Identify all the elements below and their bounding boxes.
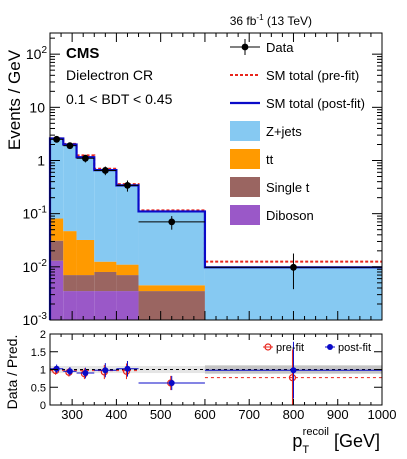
ratio-y-tick-label: 0.5 [31,382,46,394]
x-tick-label: 800 [283,407,305,422]
lumi-label: 36 fb-1 (13 TeV) [230,13,312,28]
bar-diboson [116,291,139,320]
data-point [168,218,176,226]
legend-swatch [230,205,260,225]
bar-tt [76,239,95,276]
data-point [124,182,131,189]
bdt-label: 0.1 < BDT < 0.45 [66,91,173,107]
y-tick-label: 10-3 [23,311,48,328]
legend-marker [241,43,249,51]
x-tick-label: 1000 [368,407,397,422]
ratio-postfit-point [82,370,89,377]
bar-single-t [63,275,77,292]
bar-z-jets [63,145,77,232]
y-tick-label: 10-1 [23,205,48,222]
top-panel: 10-3 10-2 10-1 1 10 102 Data SM total (pre-fit)… [23,32,383,328]
legend-sm-total-pre-fit: SM total (pre-fit) [266,68,359,83]
legend-diboson: Diboson [266,208,314,223]
data-point [101,167,109,174]
bar-tt [94,261,117,272]
legend-swatch [230,177,260,197]
x-tick-label: 500 [150,407,172,422]
y-tick-label: 1 [37,152,45,168]
legend-swatch [230,149,260,169]
bar-single-t [50,240,64,261]
data-point [82,154,89,162]
data-point [53,135,61,143]
legend-single-t: Single t [266,180,310,195]
y-axis-title: Events / GeV [5,49,24,150]
legend-swatch [230,121,260,141]
bar-z-jets [76,157,95,240]
x-axis-title: pTrecoil [GeV] [292,426,380,456]
bar-z-jets [50,139,64,219]
x-tick-label: 700 [238,407,260,422]
ratio-y-tick-label: 0 [40,400,46,412]
ratio-postfit-point [66,368,73,375]
bar-single-t [76,275,95,292]
ratio-panel: 0 0.5 1 1.5 2 300 400 500 600 700 800 900 1000 pre-fi… [31,329,397,422]
bar-tt [138,285,205,292]
ratio-legend-post-fit: post-fit [338,342,371,354]
bar-tt [63,231,77,276]
y-tick-label: 102 [26,45,48,62]
ratio-y-tick-label: 2 [40,329,46,341]
ratio-postfit-point [53,365,60,372]
bar-diboson [76,291,95,320]
region-label: Dielectron CR [66,67,153,83]
bar-single-t [138,291,205,320]
bar-diboson [63,291,77,320]
ratio-postfit-point [124,365,131,372]
x-tick-label: 300 [61,407,83,422]
bar-z-jets [116,185,139,265]
bar-z-jets [94,169,117,262]
x-tick-label: 900 [327,407,349,422]
bar-single-t [94,271,117,292]
ratio-legend-pre-fit: pre-fit [276,342,304,354]
ratio-y-tick-label: 1 [40,365,46,377]
y-tick-label: 10-2 [23,258,48,275]
ratio-postfit-point [290,367,297,374]
data-point [290,263,297,271]
legend-z-jets: Z+jets [266,124,302,139]
bar-tt [116,264,139,276]
bar-diboson [50,260,64,320]
ratio-postfit-point [168,379,175,386]
ratio-postfit-point [102,367,109,374]
ratio-legend-marker [327,344,333,350]
bar-single-t [116,275,139,292]
bar-diboson [94,291,117,320]
data-point [66,142,74,150]
y-tick-label: 10 [29,99,45,115]
x-tick-label: 600 [194,407,216,422]
x-tick-label: 400 [106,407,128,422]
cms-label: CMS [66,45,99,62]
legend-tt: tt [266,152,274,167]
ratio-y-tick-label: 1.5 [31,347,46,359]
legend-sm-total-post-fit: SM total (post-fit) [266,96,365,111]
ratio-axis-title: Data / Pred. [4,335,20,410]
ratio-legend-marker [264,343,272,351]
ratio-prefit-point [288,374,297,382]
legend-data: Data [266,40,294,55]
